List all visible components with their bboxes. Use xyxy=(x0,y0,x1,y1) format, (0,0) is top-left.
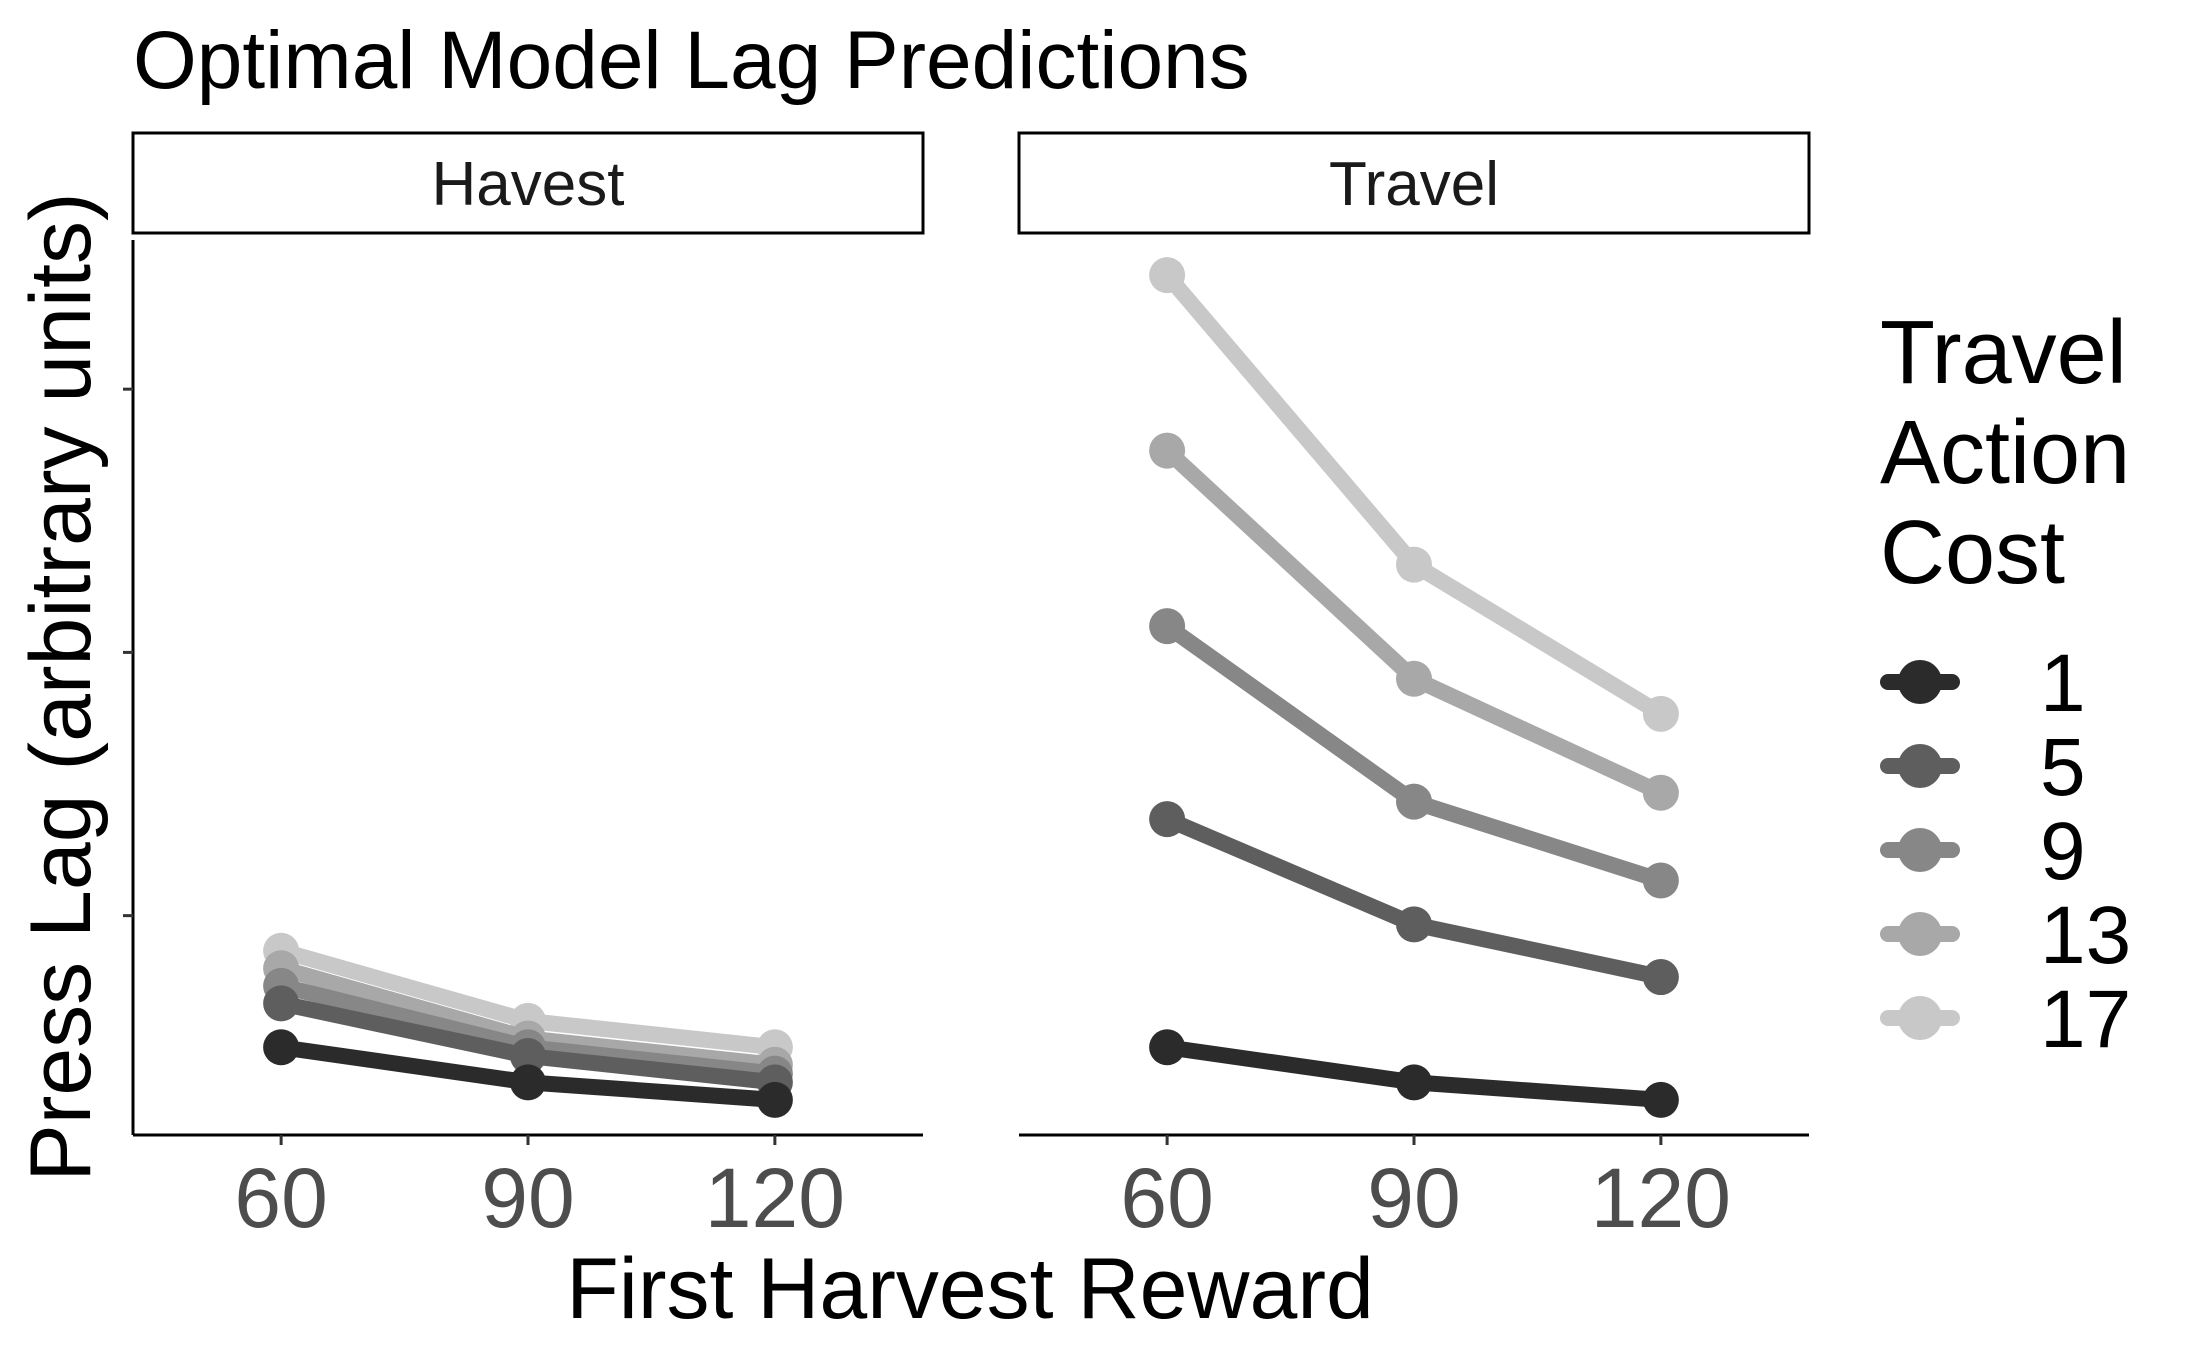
facet-strip xyxy=(131,131,925,235)
series-line-17 xyxy=(1159,267,1669,722)
x-tick-label: 120 xyxy=(705,1151,845,1245)
data-point-1 xyxy=(1642,1081,1679,1118)
data-point-13 xyxy=(1396,660,1432,697)
data-point-9 xyxy=(1642,862,1679,899)
data-point-5 xyxy=(1642,959,1679,996)
x-axis-title: First Harvest Reward xyxy=(566,1241,1374,1337)
legend-label: 13 xyxy=(2040,890,2131,981)
x-tick-label: 120 xyxy=(1591,1151,1731,1245)
series-line-5 xyxy=(1159,811,1669,986)
data-point-9 xyxy=(1396,783,1432,820)
legend-title-line: Cost xyxy=(1880,503,2065,603)
legend-title-line: Travel xyxy=(1880,303,2127,403)
legend-label: 1 xyxy=(2040,638,2086,729)
data-point-17 xyxy=(1149,257,1186,294)
data-point-17 xyxy=(1642,695,1679,732)
facet-strip-label: Travel xyxy=(1329,150,1499,219)
data-point-1 xyxy=(1149,1029,1186,1066)
legend-key-1 xyxy=(1880,660,1960,704)
legend-key-5 xyxy=(1880,744,1960,788)
data-point-13 xyxy=(1642,774,1679,811)
data-point-1 xyxy=(1396,1064,1432,1101)
data-point-1 xyxy=(510,1064,546,1101)
legend-key-9 xyxy=(1880,828,1960,872)
data-point-9 xyxy=(1149,608,1186,645)
panels: Havest 60 90 120 Travel 60 90 120 xyxy=(123,131,1811,1245)
data-point-13 xyxy=(1149,432,1186,469)
x-tick-label: 90 xyxy=(481,1151,574,1245)
chart-title: Optimal Model Lag Predictions xyxy=(133,15,1250,106)
facet-panel-0: Havest 60 90 120 xyxy=(123,131,925,1245)
data-point-5 xyxy=(1396,906,1432,943)
legend-label: 17 xyxy=(2040,974,2131,1065)
series-line-13 xyxy=(1159,442,1669,801)
legend-label: 5 xyxy=(2040,722,2086,813)
facet-strip-label: Havest xyxy=(432,150,625,219)
data-point-5 xyxy=(263,985,300,1022)
x-tick-label: 90 xyxy=(1367,1151,1460,1245)
legend-title-line: Action xyxy=(1880,403,2130,503)
data-point-1 xyxy=(756,1081,793,1118)
y-axis-title: Press Lag (arbitrary units) xyxy=(13,192,109,1181)
facet-strip xyxy=(1017,131,1811,235)
data-point-17 xyxy=(1396,546,1432,583)
legend-key-13 xyxy=(1880,912,1960,956)
data-point-1 xyxy=(263,1029,300,1066)
x-tick-label: 60 xyxy=(1120,1151,1213,1245)
data-point-5 xyxy=(510,1038,546,1075)
data-point-5 xyxy=(1149,801,1186,838)
legend-key-17 xyxy=(1880,996,1960,1040)
facet-panel-1: Travel 60 90 120 xyxy=(1017,131,1811,1245)
x-tick-label: 60 xyxy=(234,1151,327,1245)
legend-label: 9 xyxy=(2040,806,2086,897)
